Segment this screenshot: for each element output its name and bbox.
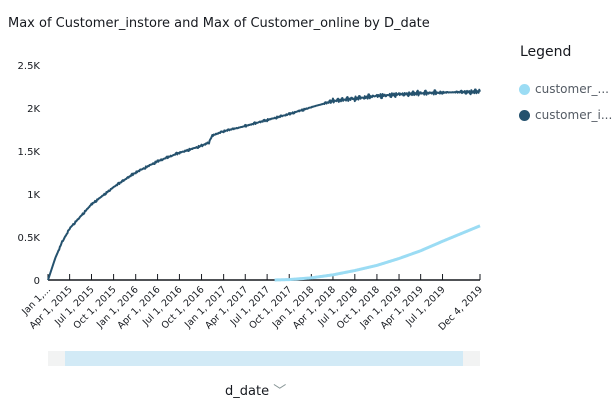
y-tick-label: 1K: [27, 190, 40, 201]
legend-item-online[interactable]: customer_...: [519, 82, 609, 96]
legend-item-instore[interactable]: customer_i...: [519, 108, 612, 122]
series-line-0: [273, 224, 481, 282]
legend-title: Legend: [520, 44, 572, 60]
y-tick-label: 0: [34, 276, 40, 287]
y-tick-label: 0.5K: [18, 233, 41, 244]
chevron-down-icon: ﹀: [273, 384, 287, 399]
chart-title: Max of Customer_instore and Max of Custo…: [8, 16, 430, 31]
range-scrollbar-thumb[interactable]: [65, 351, 463, 366]
legend-label: customer_...: [535, 82, 609, 96]
y-tick-label: 2K: [27, 104, 40, 115]
range-scrollbar[interactable]: [48, 351, 480, 366]
y-tick-label: 1.5K: [18, 147, 41, 158]
legend-dot-icon: [519, 109, 530, 121]
series-line-1: [47, 88, 481, 281]
y-tick-label: 2.5K: [18, 61, 41, 72]
legend-dot-icon: [519, 83, 530, 95]
legend-label: customer_i...: [535, 108, 613, 122]
x-axis-field-dropdown[interactable]: d_date ﹀: [225, 380, 286, 399]
x-axis-label: d_date: [225, 384, 270, 399]
